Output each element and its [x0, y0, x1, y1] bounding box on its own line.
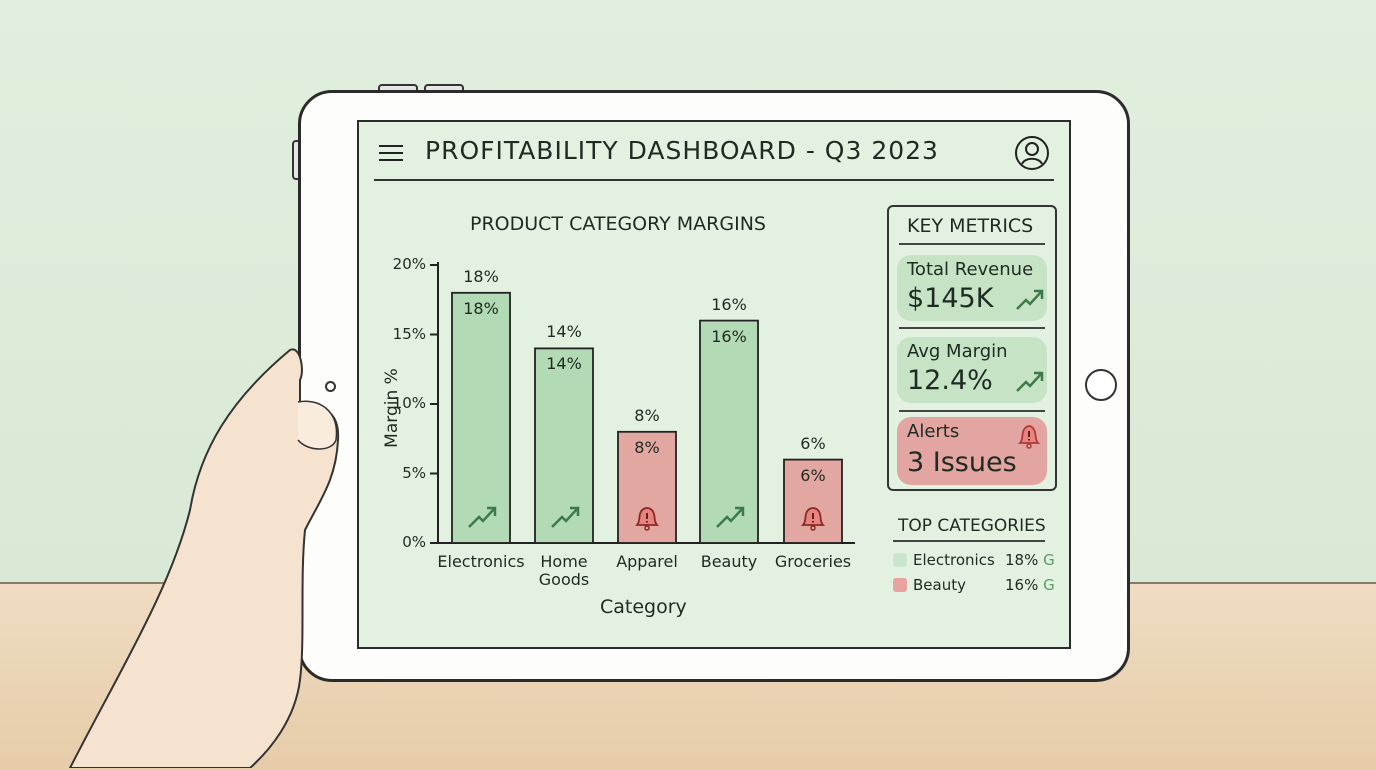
legend-swatch: [893, 553, 907, 567]
bar-value-label: 16%: [711, 294, 747, 314]
bar-electronics[interactable]: [451, 291, 511, 544]
x-tick-label: Beauty: [700, 552, 758, 571]
bar-inner-label: 16%: [711, 326, 747, 346]
divider: [899, 410, 1045, 412]
bar-value-label: 6%: [800, 433, 826, 453]
top-category-row: Electronics 18% G: [893, 551, 1055, 569]
metric-value: 3 Issues: [907, 447, 1017, 478]
bar-groceries[interactable]: [783, 458, 843, 544]
camera-icon: [325, 381, 336, 392]
x-tick-label: Home Goods: [538, 552, 590, 589]
metric-label: Alerts: [907, 421, 960, 442]
metric-value: $145K: [907, 283, 994, 314]
bar-beauty[interactable]: [699, 319, 759, 544]
metric-label: Total Revenue: [907, 259, 1034, 280]
alert-bell-icon: [800, 507, 826, 531]
legend-swatch: [893, 578, 907, 592]
bar-inner-label: 18%: [463, 298, 499, 318]
top-category-row: Beauty 16% G: [893, 576, 1055, 594]
bar-inner-label: 14%: [546, 354, 582, 374]
chart-title: PRODUCT CATEGORY MARGINS: [470, 213, 766, 235]
trending-up-icon: [1016, 289, 1044, 310]
category-grade: G: [1043, 551, 1055, 569]
metric-card-total-revenue: Total Revenue $145K: [897, 255, 1047, 321]
y-tick-label: 0%: [402, 533, 426, 551]
bar-inner-label: 6%: [800, 465, 826, 485]
top-categories-title: TOP CATEGORIES: [898, 516, 1046, 536]
key-metrics-panel: KEY METRICS Total Revenue $145K Avg Marg…: [887, 205, 1057, 491]
x-tick-label: Electronics: [437, 552, 525, 571]
category-name: Electronics: [913, 551, 995, 569]
x-axis-label: Category: [600, 596, 687, 618]
bar-home-goods[interactable]: [534, 347, 594, 544]
home-button[interactable]: [1085, 369, 1117, 401]
y-tick-label: 5%: [402, 463, 426, 482]
metric-card-avg-margin: Avg Margin 12.4%: [897, 337, 1047, 403]
alert-bell-icon: [634, 507, 660, 531]
category-value: 18%: [1005, 551, 1039, 569]
user-avatar-icon[interactable]: [1014, 135, 1050, 171]
divider: [899, 243, 1045, 245]
page-title: PROFITABILITY DASHBOARD - Q3 2023: [425, 136, 939, 165]
y-tick-label: 10%: [392, 394, 426, 412]
trending-up-icon: [1016, 371, 1044, 392]
bar-value-label: 8%: [634, 405, 660, 425]
bar-value-label: 18%: [463, 266, 499, 286]
y-tick-label: 20%: [392, 255, 426, 273]
trending-up-icon: [716, 506, 745, 528]
trending-up-icon: [551, 506, 580, 528]
divider: [893, 540, 1045, 542]
hamburger-menu-icon[interactable]: [378, 143, 404, 163]
trending-up-icon: [468, 506, 497, 528]
x-tick-label: Groceries: [774, 552, 852, 571]
metric-label: Avg Margin: [907, 341, 1008, 362]
alert-bell-icon: [1017, 425, 1041, 449]
category-grade: G: [1043, 576, 1055, 594]
bar-inner-label: 8%: [634, 437, 660, 457]
divider: [899, 327, 1045, 329]
y-tick-label: 15%: [392, 324, 426, 343]
metric-value: 12.4%: [907, 365, 993, 396]
category-name: Beauty: [913, 576, 966, 594]
category-value: 16%: [1005, 576, 1039, 594]
key-metrics-title: KEY METRICS: [907, 215, 1034, 237]
x-tick-label: Apparel: [616, 552, 678, 571]
metric-card-alerts[interactable]: Alerts 3 Issues: [897, 417, 1047, 485]
header-divider: [374, 179, 1054, 181]
bar-value-label: 14%: [546, 322, 582, 342]
hand-illustration: [68, 348, 340, 768]
